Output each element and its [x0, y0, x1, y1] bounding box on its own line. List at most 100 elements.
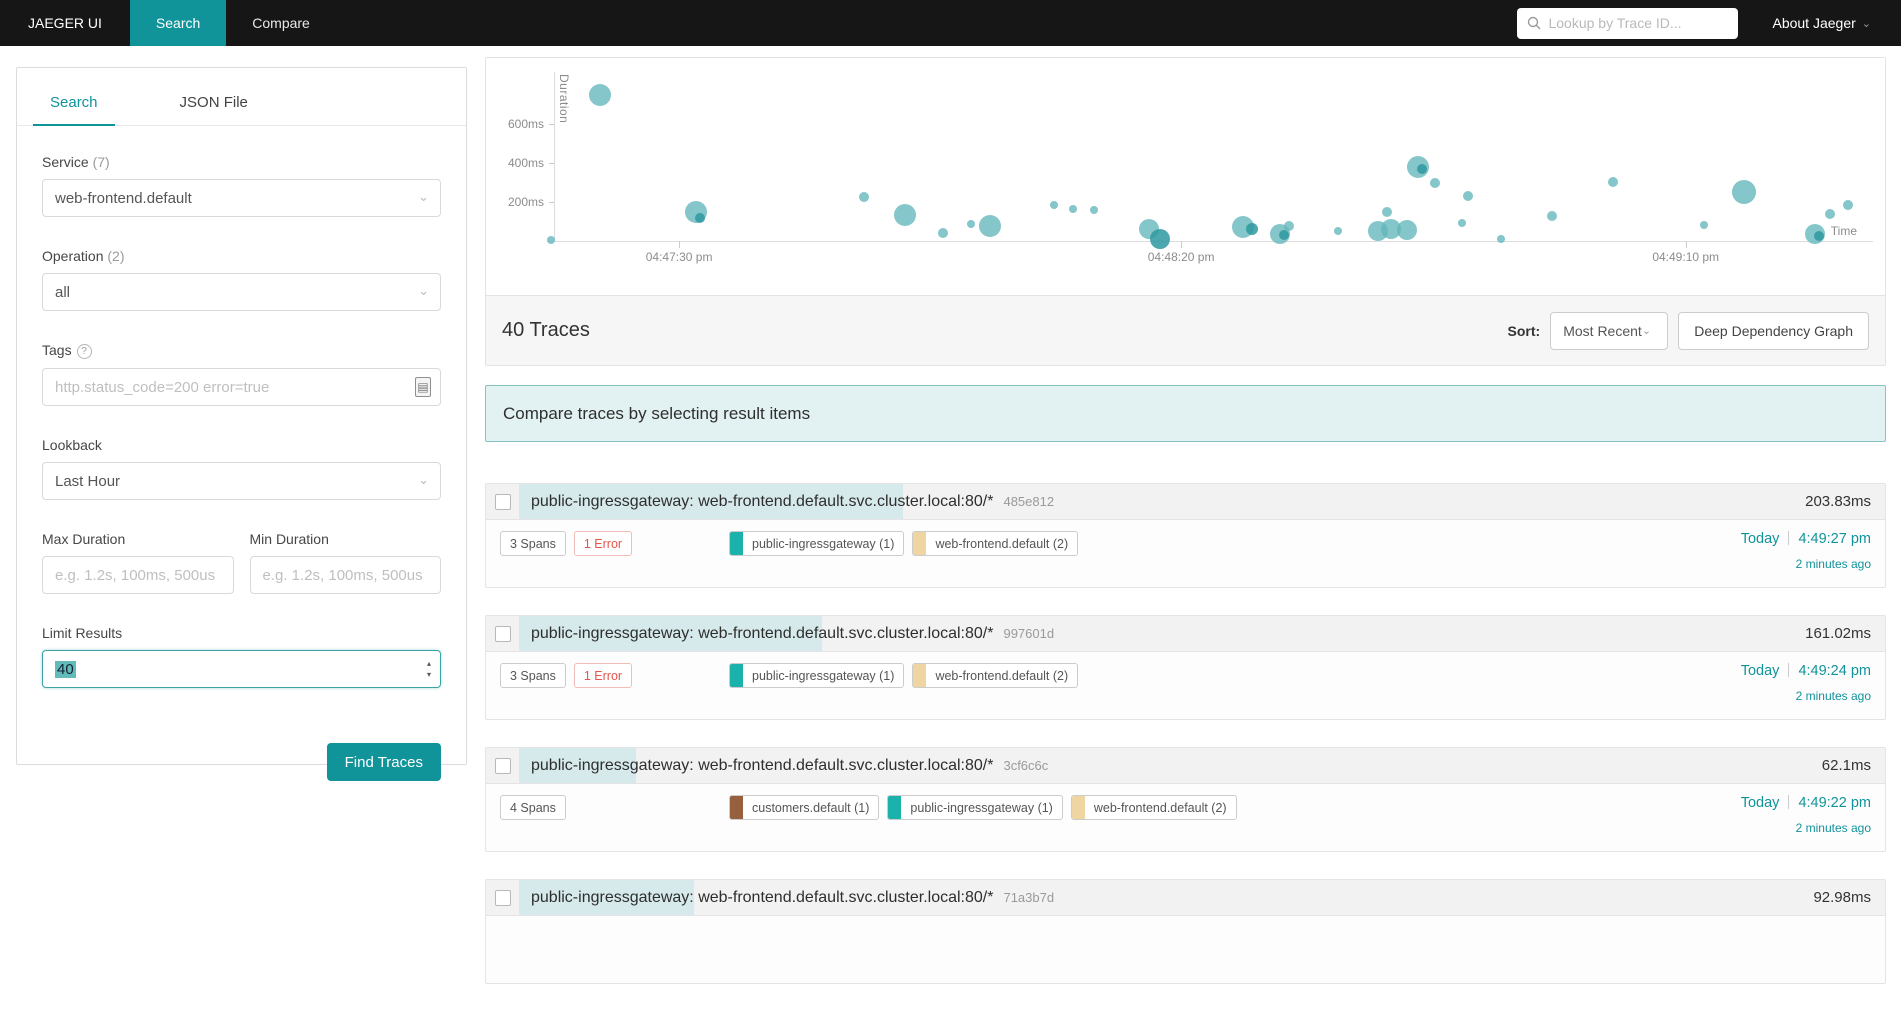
trace-compare-checkbox[interactable] [495, 493, 511, 510]
app-title: JAEGER UI [28, 15, 102, 31]
x-axis-tick [1181, 241, 1183, 248]
scatter-point[interactable] [1814, 230, 1825, 241]
error-count-pill: 1 Error [573, 663, 633, 688]
operation-select[interactable]: all ⌄ [42, 273, 441, 311]
trace-result-row[interactable]: public-ingressgateway: web-frontend.defa… [485, 747, 1886, 852]
tags-label: Tags? [42, 342, 441, 359]
scatter-point[interactable] [1068, 204, 1077, 213]
scatter-point[interactable] [1496, 235, 1505, 244]
service-select[interactable]: web-frontend.default ⌄ [42, 179, 441, 217]
trace-result-row[interactable]: public-ingressgateway: web-frontend.defa… [485, 615, 1886, 720]
top-navbar: JAEGER UI Search Compare Lookup by Trace… [0, 0, 1901, 46]
scatter-point[interactable] [546, 236, 555, 245]
chevron-down-icon: ⌄ [418, 189, 429, 204]
lookback-select[interactable]: Last Hour ⌄ [42, 462, 441, 500]
trace-span-tags [500, 927, 729, 983]
scatter-point[interactable] [1824, 209, 1835, 220]
about-jaeger-menu[interactable]: About Jaeger ⌄ [1772, 15, 1871, 31]
tab-search[interactable]: Search [33, 94, 115, 126]
service-field-group: Service (7) web-frontend.default ⌄ [42, 154, 441, 217]
trace-compare-checkbox[interactable] [495, 889, 511, 906]
scatter-point[interactable] [588, 83, 611, 106]
limit-results-input[interactable]: 40 ▴ ▾ [42, 650, 441, 688]
scatter-point[interactable] [1279, 230, 1290, 241]
service-pill-label: customers.default (1) [752, 800, 870, 815]
trace-result-header[interactable]: public-ingressgateway: web-frontend.defa… [486, 616, 1885, 652]
trace-lookup-placeholder: Lookup by Trace ID... [1548, 15, 1682, 31]
trace-result-header[interactable]: public-ingressgateway: web-frontend.defa… [486, 748, 1885, 784]
tab-json-file[interactable]: JSON File [179, 94, 248, 111]
nav-item-search[interactable]: Search [129, 0, 227, 46]
number-stepper-icon[interactable]: ▴ ▾ [426, 659, 431, 679]
scatter-point[interactable] [967, 219, 976, 228]
service-pill: customers.default (1) [729, 795, 880, 820]
trace-duration-bar [519, 616, 823, 651]
scatter-point[interactable] [978, 215, 1001, 238]
search-results-main: Duration Time 600ms 400ms 200ms 04:47:30 pm… [485, 57, 1886, 1011]
scatter-point[interactable] [1416, 164, 1427, 175]
scatter-point[interactable] [1396, 219, 1417, 240]
about-jaeger-label: About Jaeger [1772, 15, 1856, 31]
lookback-field-group: Lookback Last Hour ⌄ [42, 437, 441, 500]
scatter-point[interactable] [1608, 176, 1619, 187]
service-pill-label: public-ingressgateway (1) [752, 668, 895, 683]
scatter-point[interactable] [1843, 200, 1854, 211]
help-icon[interactable]: ? [76, 344, 92, 359]
duration-scatter-plot[interactable]: Duration Time 600ms 400ms 200ms 04:47:30 pm… [486, 58, 1885, 296]
scatter-point[interactable] [1284, 221, 1295, 232]
y-axis-tick-label: 200ms [507, 195, 544, 209]
service-color-chip [888, 796, 902, 819]
trace-result-body: 3 Spans 1 Error public-ingressgateway (1)… [486, 520, 1885, 587]
trace-id: 997601d [1003, 625, 1055, 641]
trace-compare-checkbox[interactable] [495, 625, 511, 642]
find-traces-button[interactable]: Find Traces [326, 743, 441, 781]
sort-select-value: Most Recent [1563, 322, 1642, 339]
scatter-point[interactable] [1050, 201, 1059, 210]
tags-input[interactable]: http.status_code=200 error=true ▤ [42, 368, 441, 406]
lookback-label: Lookback [42, 437, 102, 453]
min-duration-input[interactable]: e.g. 1.2s, 100ms, 500us [249, 556, 441, 594]
scatter-point[interactable] [1381, 218, 1402, 239]
trace-result-row[interactable]: public-ingressgateway: web-frontend.defa… [485, 879, 1886, 984]
logfmt-syntax-icon[interactable]: ▤ [415, 377, 431, 397]
scatter-point[interactable] [1700, 221, 1709, 229]
chevron-down-icon: ⌄ [418, 283, 429, 298]
scatter-point[interactable] [695, 212, 706, 223]
scatter-point[interactable] [893, 203, 916, 226]
scatter-point[interactable] [1547, 210, 1558, 221]
scatter-point[interactable] [938, 228, 949, 239]
trace-lookup-input[interactable]: Lookup by Trace ID... [1517, 7, 1739, 39]
y-axis-tick [549, 124, 554, 125]
service-color-chip [1071, 796, 1085, 819]
scatter-point[interactable] [1382, 207, 1393, 218]
trace-compare-checkbox[interactable] [495, 757, 511, 774]
max-duration-field-group: Max Duration e.g. 1.2s, 100ms, 500us [42, 531, 234, 594]
trace-result-header[interactable]: public-ingressgateway: web-frontend.defa… [486, 484, 1885, 520]
scatter-point[interactable] [1458, 218, 1467, 227]
date-time-separator [1788, 663, 1790, 677]
max-duration-input[interactable]: e.g. 1.2s, 100ms, 500us [42, 556, 234, 594]
service-pill-label: web-frontend.default (2) [1093, 800, 1227, 815]
trace-time: 4:49:22 pm [1798, 795, 1871, 811]
scatter-point[interactable] [1149, 229, 1170, 250]
nav-item-compare[interactable]: Compare [252, 15, 310, 31]
scatter-point[interactable] [1462, 190, 1473, 201]
trace-result-header[interactable]: public-ingressgateway: web-frontend.defa… [486, 880, 1885, 916]
operation-select-value: all [55, 283, 71, 301]
scatter-point[interactable] [1731, 180, 1756, 205]
trace-result-body: 3 Spans 1 Error public-ingressgateway (1)… [486, 652, 1885, 719]
x-axis-line [547, 241, 1873, 242]
trace-relative-time: 2 minutes ago [1795, 689, 1871, 703]
scatter-point[interactable] [859, 192, 870, 203]
search-icon [1528, 16, 1541, 30]
scatter-point[interactable] [1334, 226, 1343, 235]
scatter-point[interactable] [1429, 177, 1440, 188]
scatter-point[interactable] [1089, 205, 1098, 214]
limit-results-field-group: Limit Results 40 ▴ ▾ [42, 625, 441, 688]
trace-result-row[interactable]: public-ingressgateway: web-frontend.defa… [485, 483, 1886, 588]
service-pill: web-frontend.default (2) [912, 531, 1079, 556]
scatter-point[interactable] [1246, 223, 1259, 236]
sort-select[interactable]: Most Recent ⌄ [1550, 311, 1669, 350]
deep-dependency-graph-button[interactable]: Deep Dependency Graph [1678, 311, 1869, 350]
trace-title: public-ingressgateway: web-frontend.defa… [531, 492, 1055, 510]
